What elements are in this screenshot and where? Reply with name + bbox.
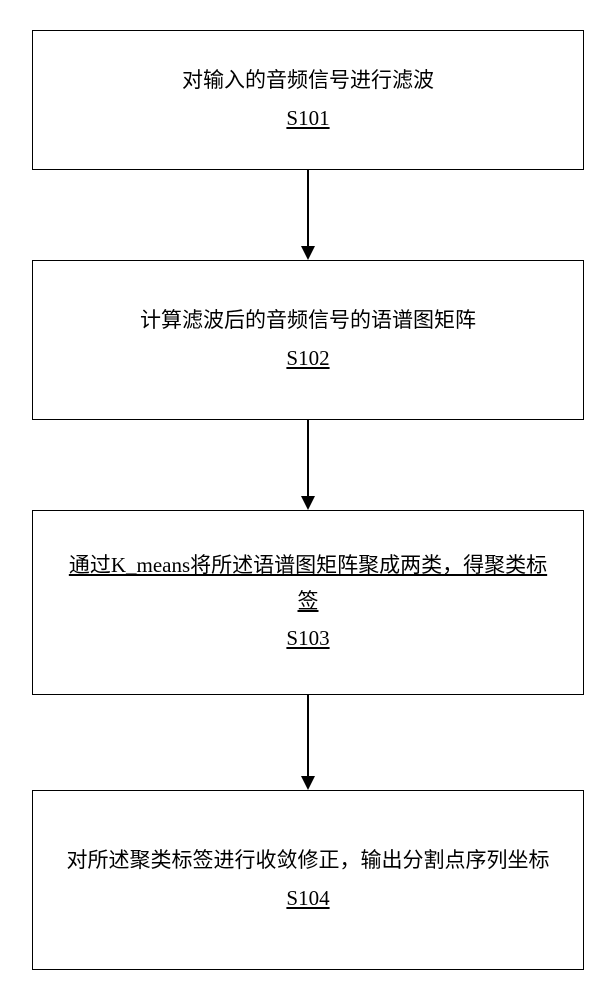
node-step: S104 <box>286 881 329 917</box>
flowchart-canvas: 对输入的音频信号进行滤波 S101 计算滤波后的音频信号的语谱图矩阵 S102 … <box>0 0 616 1000</box>
flow-node-s102: 计算滤波后的音频信号的语谱图矩阵 S102 <box>32 260 584 420</box>
node-step: S102 <box>286 341 329 377</box>
arrow-line <box>307 170 309 246</box>
node-label-text: 通过K_means将所述语谱图矩阵聚成两类，得聚类标 <box>69 553 547 577</box>
flow-node-s101: 对输入的音频信号进行滤波 S101 <box>32 30 584 170</box>
node-label-line2: 签 <box>298 584 319 620</box>
node-label-text: 签 <box>298 589 319 613</box>
arrow-line <box>307 695 309 776</box>
arrow-head-icon <box>301 776 315 790</box>
node-label: 计算滤波后的音频信号的语谱图矩阵 <box>140 303 476 339</box>
arrow-head-icon <box>301 246 315 260</box>
flow-node-s103: 通过K_means将所述语谱图矩阵聚成两类，得聚类标 签 S103 <box>32 510 584 695</box>
node-label: 对输入的音频信号进行滤波 <box>182 63 434 99</box>
node-label: 对所述聚类标签进行收敛修正，输出分割点序列坐标 <box>67 843 550 879</box>
flow-node-s104: 对所述聚类标签进行收敛修正，输出分割点序列坐标 S104 <box>32 790 584 970</box>
arrow-head-icon <box>301 496 315 510</box>
arrow-line <box>307 420 309 496</box>
node-step: S101 <box>286 101 329 137</box>
node-step: S103 <box>286 621 329 657</box>
node-label-line1: 通过K_means将所述语谱图矩阵聚成两类，得聚类标 <box>69 548 547 584</box>
